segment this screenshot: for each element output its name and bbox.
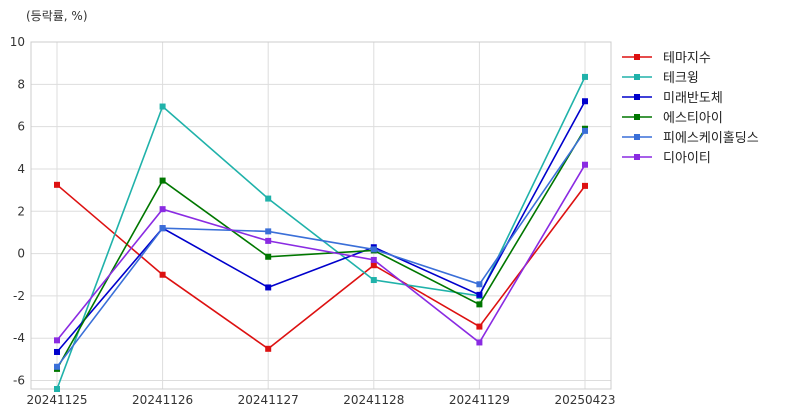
legend-item: 디아이티 — [622, 151, 711, 166]
legend-marker — [634, 114, 640, 120]
x-tick-label: 20241125 — [26, 393, 87, 407]
x-tick-label: 20250423 — [554, 393, 615, 407]
data-point — [370, 262, 377, 269]
series-line — [56, 130, 586, 368]
series-line — [56, 164, 586, 344]
data-point — [476, 301, 483, 308]
legend-item: 피에스케이홀딩스 — [622, 131, 759, 146]
data-point — [159, 103, 166, 110]
legend-marker — [634, 134, 640, 140]
data-point — [370, 246, 377, 253]
data-point — [265, 237, 272, 244]
data-point — [476, 281, 483, 288]
legend-label: 에스티아이 — [663, 111, 723, 126]
data-point — [476, 323, 483, 330]
data-point — [265, 195, 272, 202]
series-line — [56, 76, 586, 390]
series-group — [54, 73, 588, 392]
grid — [31, 41, 611, 389]
data-point — [265, 253, 272, 260]
plot-frame — [30, 41, 612, 390]
data-point — [582, 127, 588, 134]
data-point — [582, 161, 588, 168]
data-point — [54, 348, 60, 355]
data-point — [476, 291, 483, 298]
y-tick-label: 10 — [10, 35, 25, 49]
series-line — [56, 128, 586, 370]
y-tick-label: 8 — [17, 77, 25, 91]
legend-item: 에스티아이 — [622, 111, 723, 126]
legend-item: 테크윙 — [622, 70, 699, 86]
data-point — [159, 271, 166, 278]
y-tick-label: -4 — [13, 331, 25, 345]
data-point — [370, 277, 377, 284]
y-tick-label: 4 — [17, 162, 25, 176]
x-axis: 20241125 20241126 20241127 20241128 20241129… — [26, 393, 615, 407]
series-6 — [54, 161, 588, 346]
y-tick-label: 0 — [17, 247, 25, 261]
series-4 — [54, 125, 588, 372]
legend-item: 미래반도체 — [622, 91, 723, 106]
series-3 — [54, 98, 588, 355]
legend-label: 피에스케이홀딩스 — [663, 131, 759, 146]
y-unit-label: (등락률, %) — [26, 9, 88, 23]
data-point — [582, 182, 588, 189]
series-5 — [54, 127, 588, 370]
y-tick-label: 2 — [17, 204, 25, 218]
data-point — [54, 363, 60, 370]
x-tick-label: 20241128 — [343, 393, 404, 407]
x-tick-label: 20241129 — [449, 393, 510, 407]
legend-label: 디아이티 — [663, 151, 711, 166]
data-point — [582, 98, 588, 105]
data-point — [265, 345, 272, 352]
y-tick-label: 6 — [17, 120, 25, 134]
data-point — [265, 228, 272, 235]
data-point — [476, 339, 483, 346]
data-point — [265, 284, 272, 291]
data-point — [159, 206, 166, 213]
data-point — [582, 73, 588, 80]
data-point — [159, 177, 166, 184]
legend-label: 미래반도체 — [663, 91, 723, 106]
data-point — [370, 256, 377, 263]
x-tick-label: 20241126 — [132, 393, 193, 407]
data-point — [159, 225, 166, 232]
series-1 — [54, 181, 588, 352]
series-line — [56, 100, 586, 353]
series-line — [56, 184, 586, 350]
legend-marker — [634, 74, 640, 80]
legend-marker — [634, 154, 640, 160]
y-tick-label: -6 — [13, 374, 25, 388]
y-tick-label: -2 — [13, 289, 25, 303]
data-point — [54, 386, 60, 392]
legend-marker — [634, 54, 640, 60]
legend-label: 테크윙 — [663, 70, 699, 86]
data-point — [54, 181, 60, 188]
legend-marker — [634, 94, 640, 100]
x-tick-label: 20241127 — [238, 393, 299, 407]
data-point — [54, 337, 60, 344]
legend-label: 테마지수 — [663, 51, 711, 66]
y-axis: 10 8 6 4 2 0 -2 -4 -6 — [10, 35, 25, 388]
legend-item: 테마지수 — [622, 51, 711, 66]
